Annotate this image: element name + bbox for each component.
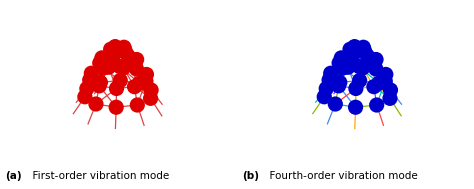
Text: (b): (b) — [242, 171, 259, 181]
Text: (a): (a) — [5, 171, 21, 181]
Text: First-order vibration mode: First-order vibration mode — [26, 171, 169, 181]
Text: Fourth-order vibration mode: Fourth-order vibration mode — [263, 171, 418, 181]
